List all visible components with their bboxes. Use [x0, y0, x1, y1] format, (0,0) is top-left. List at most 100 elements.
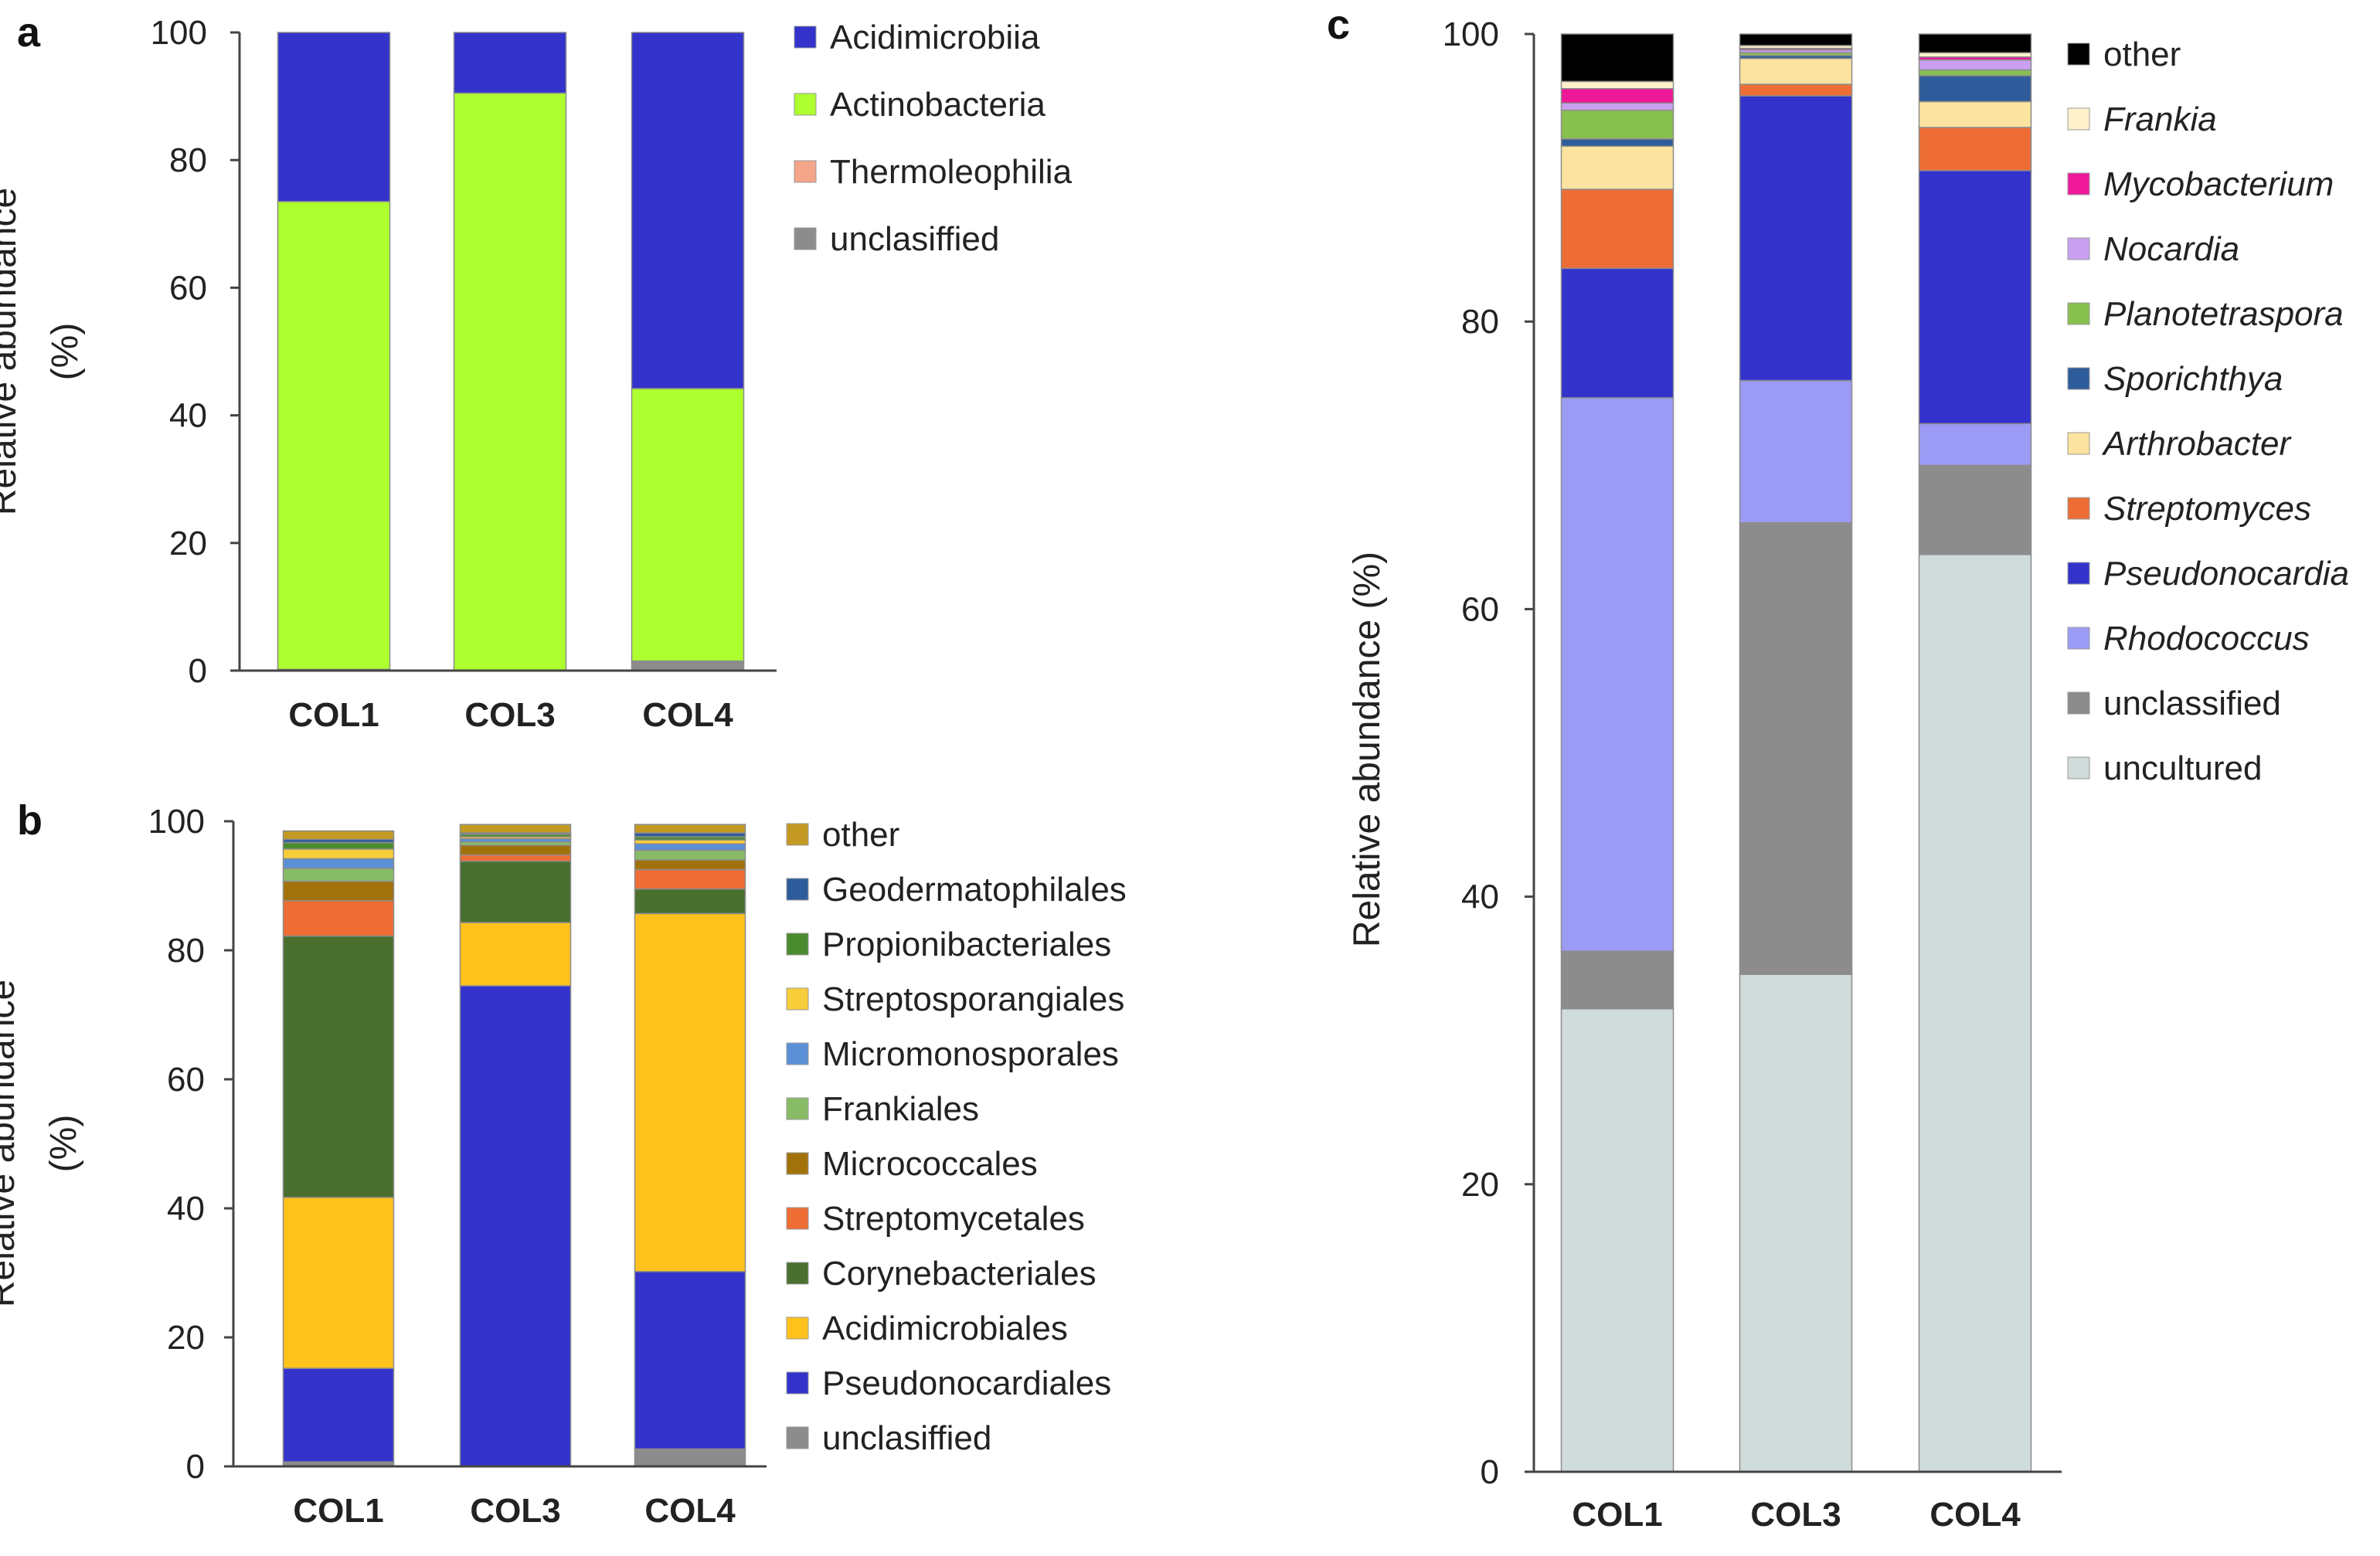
legend-label: Micromonosporales — [822, 1035, 1119, 1073]
bar-segment-c-col1-sporichthya — [1560, 138, 1674, 147]
legend-swatch — [2067, 627, 2090, 650]
bar-segment-b-col1-streptosporangiales — [282, 848, 395, 860]
x-tick-label: COL4 — [642, 696, 733, 734]
panel-b: b COL1 COL3 COL4 0 20 40 60 80 100 Relative abunda… — [0, 797, 1127, 1530]
panel-letter-a: a — [17, 9, 41, 56]
bar-segment-c-col3-pseudonocardia — [1739, 95, 1853, 382]
legend-swatch — [786, 1426, 809, 1449]
legend-swatch — [794, 25, 817, 49]
x-tick-label: COL4 — [1930, 1496, 2021, 1534]
legend-swatch — [794, 93, 817, 116]
legend-label: Arthrobacter — [2101, 425, 2292, 463]
legend-label: Acidimicrobiia — [830, 19, 1040, 56]
bar-segment-c-col3-other — [1739, 33, 1853, 46]
legend-label: Frankia — [2103, 100, 2217, 138]
bar-segment-b-col3-acidimicrobiales — [459, 922, 572, 987]
legend-swatch — [794, 227, 817, 250]
legend-label: other — [822, 816, 899, 854]
bar-segment-b-col3-streptomycetales — [459, 854, 572, 862]
legend-label: uncultured — [2103, 749, 2262, 787]
y-tick-label: 40 — [167, 1190, 205, 1228]
legend-label: unclasiffied — [822, 1419, 991, 1457]
legend-swatch — [794, 160, 817, 183]
bar-segment-b-col1-micromonosporales — [282, 858, 395, 869]
y-tick-label: 60 — [167, 1061, 205, 1099]
legend-swatch — [786, 823, 809, 846]
y-tick-label: 40 — [169, 397, 207, 435]
y-tick-label: 20 — [169, 525, 207, 562]
legend-label: Streptosporangiales — [822, 980, 1124, 1018]
bar-segment-c-col4-rhodococcus — [1918, 423, 2032, 467]
bar-segment-a-col3-acidimicrobiia — [453, 32, 567, 94]
bar-segment-c-col4-pseudonocardia — [1918, 170, 2032, 425]
legend-swatch — [2067, 237, 2090, 260]
legend-swatch — [2067, 497, 2090, 520]
panel-c: c COL1 COL3 COL4 0 20 40 60 80 100 Relative abunda… — [1327, 2, 2349, 1534]
legend-label: Frankiales — [822, 1090, 979, 1128]
legend-label: unclassified — [2103, 685, 2281, 722]
bar-segment-b-col4-unclasiffied — [634, 1448, 746, 1467]
bar-segment-c-col4-sporichthya — [1918, 75, 2032, 103]
legend-label: other — [2103, 36, 2181, 73]
bar-segment-b-col4-frankiales — [634, 849, 746, 861]
legend-swatch — [2067, 562, 2090, 585]
legend-swatch — [2067, 432, 2090, 455]
legend-swatch — [786, 1371, 809, 1395]
bar-segment-a-col1-actinobacteria — [277, 201, 391, 671]
bar-segment-c-col3-unclassified — [1739, 521, 1853, 975]
legend-swatch — [2067, 302, 2090, 325]
bar-segment-c-col1-rhodococcus — [1560, 397, 1674, 953]
bar-segment-c-col4-unclassified — [1918, 464, 2032, 555]
bar-segment-c-col1-arthrobacter — [1560, 145, 1674, 190]
bar-segment-b-col4-micrococcales — [634, 859, 746, 871]
bar-segment-c-col4-arthrobacter — [1918, 100, 2032, 128]
bar-segment-a-col4-actinobacteria — [631, 388, 745, 662]
bar-segment-b-col4-micromonosporales — [634, 843, 746, 851]
x-tick-label: COL3 — [1750, 1496, 1841, 1534]
bar-segment-c-col1-nocardia — [1560, 102, 1674, 111]
legend-swatch — [786, 933, 809, 956]
y-tick-label: 0 — [189, 652, 207, 690]
legend-swatch — [2067, 691, 2090, 715]
x-tick-label: COL1 — [1572, 1496, 1662, 1534]
legend-swatch — [786, 1262, 809, 1285]
legend-label: Thermoleophilia — [830, 153, 1073, 191]
legend-label: Streptomyces — [2103, 490, 2311, 528]
bar-segment-c-col1-mycobacterium — [1560, 87, 1674, 104]
y-tick-label: 60 — [169, 269, 207, 307]
bar-segment-c-col1-other — [1560, 33, 1674, 83]
bar-segment-b-col3-other — [459, 824, 572, 834]
legend-label: Geodermatophilales — [822, 871, 1127, 909]
legend-label: Mycobacterium — [2103, 165, 2334, 203]
y-tick-label: 80 — [1461, 303, 1499, 341]
bar-segment-c-col4-uncultured — [1918, 553, 2032, 1473]
legend-swatch — [786, 1042, 809, 1065]
bar-segment-c-col1-planotetraspora — [1560, 109, 1674, 140]
x-tick-label: COL1 — [288, 696, 379, 734]
bar-segment-b-col1-propionibacteriales — [282, 841, 395, 850]
y-tick-label: 40 — [1461, 878, 1499, 916]
legend-swatch — [786, 1097, 809, 1120]
bar-segment-b-col4-streptomycetales — [634, 868, 746, 890]
x-tick-label: COL4 — [644, 1492, 736, 1530]
legend-swatch — [786, 987, 809, 1011]
legend-label: Streptomycetales — [822, 1200, 1085, 1238]
bar-segment-b-col3-corynebacteriales — [459, 861, 572, 923]
y-tick-label: 80 — [167, 932, 205, 970]
bar-segment-a-col1-acidimicrobiia — [277, 32, 391, 202]
legend-label: Sporichthya — [2103, 360, 2283, 398]
panel-a: a COL1 COL3 COL4 0 20 40 60 80 100 Relative abunda… — [0, 9, 1073, 734]
bar-segment-b-col4-geodermatophilales — [634, 832, 746, 837]
bar-segment-b-col1-streptomycetales — [282, 899, 395, 937]
legend-swatch — [786, 1207, 809, 1230]
y-tick-label: 60 — [1461, 590, 1499, 628]
y-tick-label: 100 — [148, 803, 205, 841]
legend-swatch — [2067, 172, 2090, 195]
legend-label: Actinobacteria — [830, 86, 1046, 124]
legend-swatch — [2067, 42, 2090, 66]
bar-segment-b-col1-corynebacteriales — [282, 935, 395, 1198]
legend-swatch — [2067, 107, 2090, 131]
legend-swatch — [786, 878, 809, 901]
legend-swatch — [786, 1152, 809, 1175]
